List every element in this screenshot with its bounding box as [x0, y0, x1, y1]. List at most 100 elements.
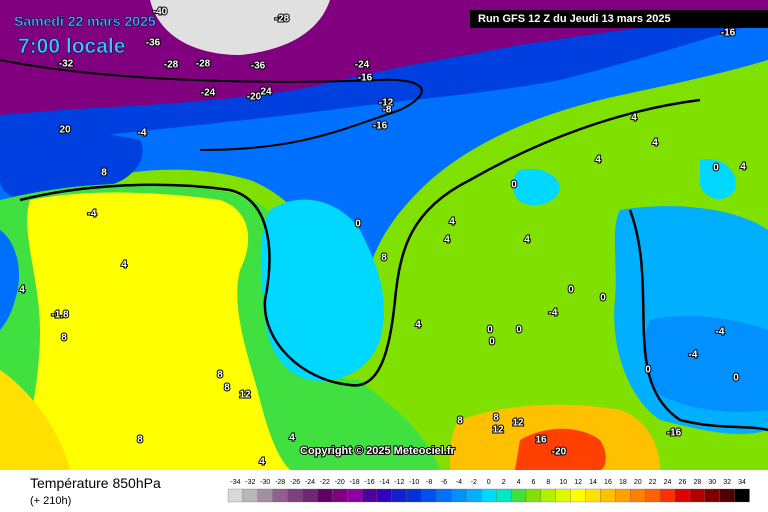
scale-swatch [734, 488, 750, 503]
scale-swatch [466, 488, 482, 503]
scale-tick-label: -22 [320, 479, 330, 486]
contour-label: -4 [88, 209, 97, 220]
contour-label: 8 [217, 370, 223, 381]
contour-label: 4 [740, 162, 746, 173]
scale-tick-label: -24 [305, 479, 315, 486]
scale-tick-label: 4 [517, 479, 521, 486]
scale-swatch [287, 488, 303, 503]
contour-label: 4 [595, 155, 601, 166]
scale-tick-label: -26 [290, 479, 300, 486]
contour-label: 8 [137, 435, 143, 446]
contour-label: -16 [358, 73, 373, 84]
contour-label: -20 [247, 92, 262, 103]
scale-tick-label: -10 [409, 479, 419, 486]
contour-label: 16 [535, 435, 547, 446]
contour-label: -16 [373, 121, 388, 132]
scale-swatch [421, 488, 437, 503]
scale-swatch [317, 488, 333, 503]
scale-tick-label: -34 [230, 479, 240, 486]
copyright: Copyright © 2025 Meteociel.fr [300, 445, 456, 457]
contour-label: -16 [667, 428, 682, 439]
contour-label: 0 [355, 219, 361, 230]
scale-tick-label: -30 [260, 479, 270, 486]
contour-label: 12 [512, 418, 524, 429]
scale-tick-label: 6 [531, 479, 535, 486]
map-fields [0, 0, 768, 470]
scale-tick-label: -16 [364, 479, 374, 486]
scale-swatch [406, 488, 422, 503]
scale-swatch [615, 488, 631, 503]
contour-label: 0 [487, 325, 493, 336]
scale-tick-label: -18 [350, 479, 360, 486]
scale-swatch [510, 488, 527, 503]
contour-label: 0 [568, 285, 574, 296]
contour-label: -4 [689, 350, 698, 361]
scale-tick-label: -4 [456, 479, 462, 486]
contour-label: 4 [415, 320, 421, 331]
scale-swatch [496, 488, 512, 503]
scale-tick-label: -14 [379, 479, 389, 486]
scale-tick-label: 34 [738, 479, 746, 486]
contour-label: 20 [59, 125, 71, 136]
contour-label: 8 [101, 168, 107, 179]
scale-tick-label: 20 [634, 479, 642, 486]
contour-label: -24 [201, 88, 216, 99]
scale-swatch [570, 488, 586, 503]
contour-label: -4 [549, 308, 558, 319]
contour-label: 4 [289, 433, 295, 444]
contour-label: 4 [631, 113, 637, 124]
scale-tick-label: 0 [487, 479, 491, 486]
scale-swatch [391, 488, 407, 503]
contour-label: 0 [600, 293, 606, 304]
scale-tick-label: 2 [502, 479, 506, 486]
contour-label: -16 [721, 28, 736, 39]
scale-tick-label: 28 [693, 479, 701, 486]
scale-tick-label: 12 [574, 479, 582, 486]
contour-label: 8 [493, 413, 499, 424]
contour-label: 0 [511, 180, 517, 191]
scale-swatch [630, 488, 646, 503]
scale-swatch [257, 488, 273, 503]
contour-label: 4 [652, 138, 658, 149]
contour-label: 4 [524, 235, 530, 246]
scale-swatch [451, 488, 467, 503]
contour-label: -40 [153, 7, 168, 18]
scale-swatch [600, 488, 616, 503]
contour-label: -28 [196, 59, 211, 70]
scale-swatch [242, 488, 258, 503]
contour-label: 4 [121, 260, 127, 271]
contour-label: 12 [239, 390, 251, 401]
contour-label: 0 [489, 337, 495, 348]
scale-swatch [540, 488, 556, 503]
contour-label: -24 [355, 60, 370, 71]
scale-swatch [227, 488, 244, 503]
contour-label: -36 [251, 61, 266, 72]
valid-date: Samedi 22 mars 2025 [14, 13, 156, 29]
scale-swatch [347, 488, 363, 503]
scale-tick-label: 10 [559, 479, 567, 486]
scale-swatch [555, 488, 571, 503]
contour-label: -28 [164, 60, 179, 71]
scale-swatch [272, 488, 288, 503]
scale-tick-label: 32 [723, 479, 731, 486]
scale-swatch [332, 488, 348, 503]
scale-swatch [719, 488, 735, 503]
contour-label: 24 [260, 87, 272, 98]
contour-label: -32 [59, 59, 74, 70]
contour-label: -1.8 [51, 310, 69, 321]
contour-label: 4 [444, 235, 450, 246]
color-scale: -34 -32 -30 -28 -26 -24 -22 -20 -18 -16 -14 -12 -10-… [227, 479, 750, 503]
scale-swatch [659, 488, 676, 503]
contour-label: 4 [259, 457, 265, 468]
scale-tick-label: 18 [619, 479, 627, 486]
contour-label: -4 [138, 128, 147, 139]
contour-label: 8 [61, 333, 67, 344]
scale-tick-label: -8 [426, 479, 432, 486]
scale-swatch [525, 488, 542, 503]
scale-tick-label: 16 [604, 479, 612, 486]
scale-swatch [436, 488, 452, 503]
contour-label: 12 [492, 425, 504, 436]
contour-label: 0 [713, 163, 719, 174]
scale-tick-label: -12 [394, 479, 404, 486]
